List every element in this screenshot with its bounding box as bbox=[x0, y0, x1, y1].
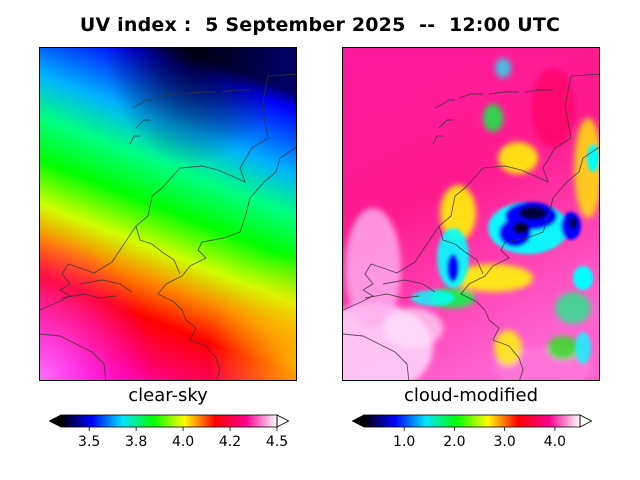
colorbar-min-extension bbox=[49, 414, 62, 428]
coastline-overlay bbox=[40, 73, 296, 380]
cloud-modified-colorbar bbox=[352, 414, 592, 431]
clear-sky-label: clear-sky bbox=[128, 385, 208, 406]
colorbar-tick-label: 2.0 bbox=[443, 434, 466, 450]
colorbar-tick-label: 3.8 bbox=[124, 434, 148, 450]
colorbar-min-extension bbox=[352, 414, 365, 428]
colorbar-max-extension bbox=[276, 414, 289, 428]
colorbar-tick-label: 4.0 bbox=[543, 434, 567, 450]
colorbar-tick-label: 3.5 bbox=[78, 434, 101, 450]
figure-title: UV index : 5 September 2025 -- 12:00 UTC bbox=[79, 14, 561, 36]
colorbar-max-extension bbox=[579, 414, 592, 428]
colorbar-outline bbox=[363, 414, 581, 428]
colorbar-gradient bbox=[61, 415, 277, 427]
cloud-modified-map bbox=[342, 47, 600, 381]
clear-sky-colorbar bbox=[49, 414, 289, 431]
colorbar-outline bbox=[60, 414, 278, 428]
colorbar-tick-label: 4.5 bbox=[265, 434, 289, 450]
clear-sky-map bbox=[39, 47, 297, 381]
colorbar-tick-label: 4.2 bbox=[218, 434, 242, 450]
cloud-modified-label: cloud-modified bbox=[403, 385, 539, 406]
colorbar-tick-label: 1.0 bbox=[393, 434, 416, 450]
colorbar-tick-label: 3.0 bbox=[493, 434, 516, 450]
colorbar-gradient bbox=[364, 415, 580, 427]
colorbar-tick-label: 4.0 bbox=[171, 434, 195, 450]
coastline-overlay bbox=[343, 73, 599, 380]
